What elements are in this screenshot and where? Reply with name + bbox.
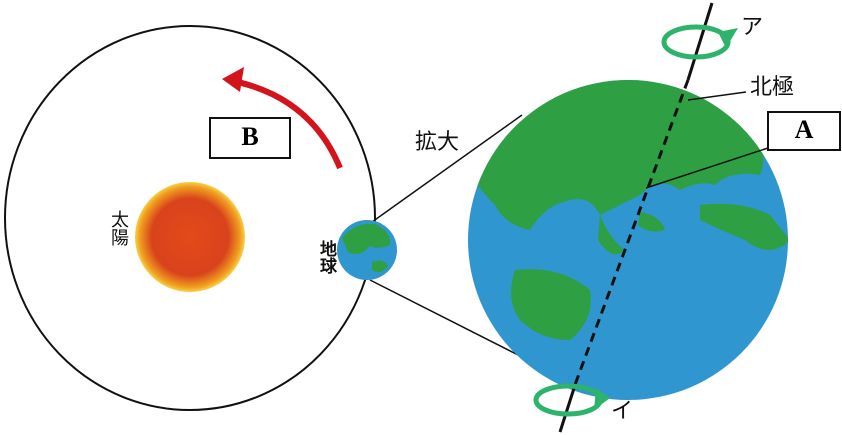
axis <box>558 381 578 433</box>
north-pole-label: 北極 <box>750 75 794 100</box>
continents <box>470 80 788 340</box>
orbit-arrow-head <box>222 67 244 92</box>
sun-label: 太陽 <box>108 210 129 247</box>
pole-leader <box>687 91 747 101</box>
orbit <box>4 25 376 411</box>
axis-box <box>767 111 841 151</box>
orbit-arrow <box>227 77 343 170</box>
zoom-label: 拡大 <box>415 130 459 155</box>
axis-dashed <box>574 79 690 383</box>
zoom-line <box>369 279 525 359</box>
earth-label: 地球 <box>316 239 337 275</box>
axis <box>686 2 714 81</box>
orbit-box-label: B <box>241 122 258 151</box>
bottom-rotation-label: イ <box>611 399 633 424</box>
axis-box-label: A <box>795 115 814 144</box>
top-rotation-label: ア <box>741 15 763 40</box>
axis-leader <box>645 147 769 189</box>
orbit-box <box>209 117 291 159</box>
zoom-line <box>371 114 523 223</box>
sun <box>135 182 245 292</box>
